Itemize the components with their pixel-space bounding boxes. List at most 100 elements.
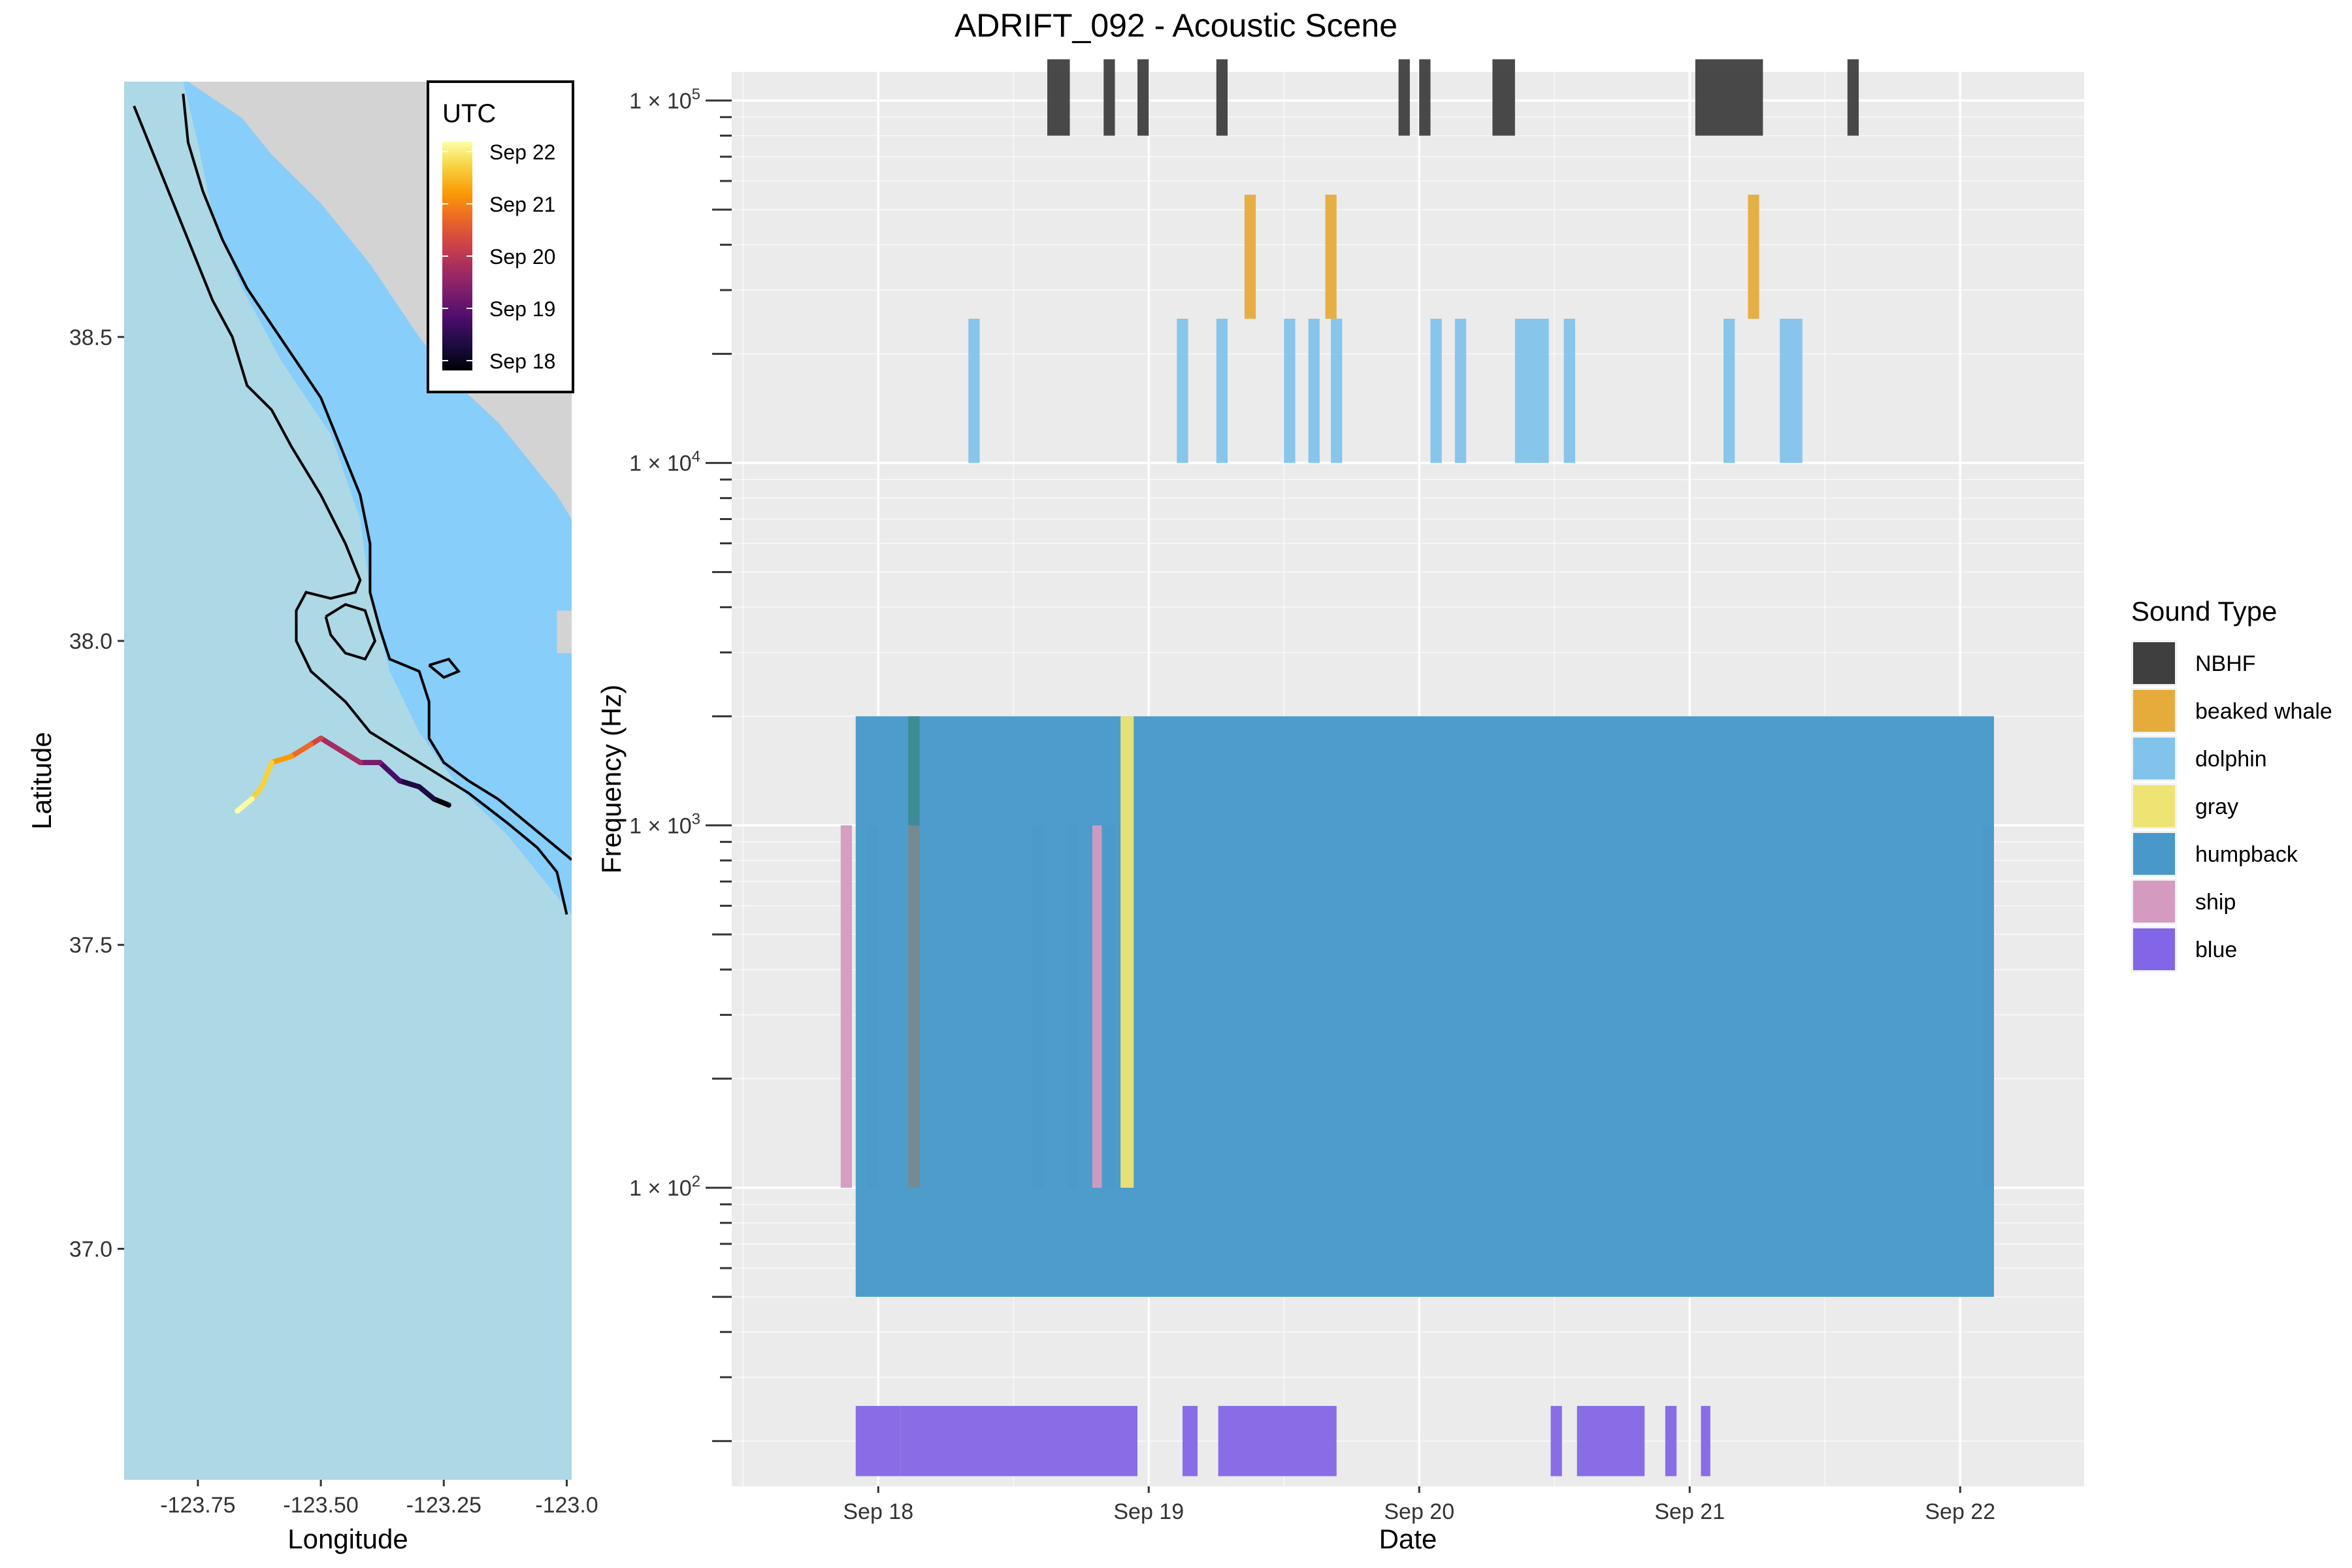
sound-legend-title: Sound Type <box>2131 596 2277 627</box>
y-tick-exponent: 2 <box>692 1173 700 1190</box>
event-NBHF <box>1137 59 1149 136</box>
legend-key-NBHF <box>2133 642 2175 684</box>
y-tick-label: 1 × 104 <box>629 448 700 476</box>
drift-track-segment <box>269 753 294 766</box>
map-y-tick-label: 37.5 <box>69 933 112 958</box>
legend-key-blue <box>2133 928 2175 970</box>
event-blue <box>855 1405 901 1477</box>
event-NBHF <box>1847 59 1859 136</box>
map-y-axis-label: Latitude <box>26 732 57 829</box>
event-blue <box>1550 1405 1562 1477</box>
legend-key-ship <box>2133 881 2175 923</box>
legend-label: gray <box>2195 794 2238 819</box>
acoustic-panel <box>732 59 2084 1486</box>
event-dolphin <box>1780 318 1803 463</box>
utc-legend-title: UTC <box>442 99 496 128</box>
drift-track-segment <box>235 796 255 814</box>
bathymetry-contour <box>324 603 377 661</box>
event-NBHF <box>1398 59 1410 136</box>
x-tick-label: Sep 22 <box>1925 1499 1995 1524</box>
map-y-tick-label: 37.0 <box>69 1237 112 1262</box>
y-tick-label: 1 × 103 <box>629 810 700 838</box>
drift-track-segment <box>259 760 274 790</box>
event-dolphin <box>1308 318 1320 463</box>
drift-track-segment <box>318 735 344 753</box>
drift-track-segment <box>416 784 437 802</box>
drift-track-segment <box>431 796 451 808</box>
event-blue <box>900 1405 1137 1477</box>
y-tick-exponent: 4 <box>692 448 700 466</box>
map-x-tick-label: -123.25 <box>406 1493 482 1518</box>
legend-key-humpback <box>2133 833 2175 875</box>
event-ship <box>840 825 852 1188</box>
legend-label: humpback <box>2195 842 2298 867</box>
x-axis-label: Date <box>1379 1524 1437 1554</box>
x-tick-label: Sep 21 <box>1654 1499 1725 1524</box>
land-patch <box>557 610 572 653</box>
utc-legend-label: Sep 18 <box>489 350 555 373</box>
map-y-tick-label: 38.0 <box>69 629 112 654</box>
legend-label: ship <box>2195 890 2236 915</box>
event-NBHF <box>1216 59 1228 136</box>
event-blue <box>1701 1405 1710 1477</box>
utc-legend-label: Sep 22 <box>489 140 555 164</box>
event-blue <box>1665 1405 1677 1477</box>
legend-label: blue <box>2195 938 2237 962</box>
legend-label: NBHF <box>2195 651 2256 676</box>
x-tick-label: Sep 19 <box>1113 1499 1184 1524</box>
chart-title: ADRIFT_092 - Acoustic Scene <box>954 7 1398 44</box>
map-y-tick-label: 38.5 <box>69 325 112 350</box>
x-tick-label: Sep 18 <box>843 1499 913 1524</box>
event-beaked-whale <box>1244 194 1256 319</box>
drift-track-segment <box>288 742 314 759</box>
event-blue <box>1218 1405 1337 1477</box>
drift-track-segment <box>397 778 422 790</box>
event-beaked-whale <box>1748 194 1759 319</box>
event-NBHF <box>1695 59 1763 136</box>
y-tick-label: 1 × 105 <box>629 86 700 114</box>
utc-legend-label: Sep 19 <box>489 297 555 321</box>
event-blue <box>1576 1405 1645 1477</box>
event-NBHF <box>1103 59 1115 136</box>
y-tick-base: 1 × 10 <box>629 451 691 476</box>
event-dolphin <box>1284 318 1296 463</box>
event-humpback <box>855 716 1994 1297</box>
map-x-tick-label: -123.0 <box>535 1493 598 1518</box>
event-dolphin <box>1454 318 1467 463</box>
map-x-axis-label: Longitude <box>287 1524 408 1554</box>
utc-legend-label: Sep 21 <box>489 193 555 216</box>
event-dolphin <box>1723 318 1735 463</box>
y-tick-base: 1 × 10 <box>629 813 691 838</box>
y-tick-base: 1 × 10 <box>629 89 691 114</box>
x-tick-label: Sep 20 <box>1384 1499 1454 1524</box>
event-dolphin <box>968 318 980 463</box>
event-ship <box>1092 825 1102 1188</box>
event-dolphin <box>1514 318 1549 463</box>
drift-track-segment <box>377 760 402 783</box>
legend-key-dolphin <box>2133 738 2175 779</box>
y-tick-exponent: 5 <box>692 86 700 103</box>
event-dolphin <box>1563 318 1575 463</box>
deep-water <box>124 82 572 1480</box>
event-dolphin <box>1430 318 1442 463</box>
drift-track-segment <box>338 747 363 766</box>
y-tick-exponent: 3 <box>692 810 700 828</box>
event-dolphin <box>1177 318 1188 463</box>
y-axis-label: Frequency (Hz) <box>596 685 627 874</box>
map-x-tick-label: -123.75 <box>160 1493 235 1518</box>
bathymetry-contour <box>133 105 568 915</box>
legend-key-beaked-whale <box>2133 690 2175 732</box>
legend-label: dolphin <box>2195 747 2267 772</box>
bathymetry-contour <box>428 657 461 679</box>
event-NBHF <box>1047 59 1070 136</box>
event-dolphin <box>1331 318 1343 463</box>
y-tick-label: 1 × 102 <box>629 1173 700 1201</box>
event-NBHF <box>1419 59 1431 136</box>
utc-legend-label: Sep 20 <box>489 245 555 269</box>
map-x-tick-label: -123.50 <box>283 1493 358 1518</box>
event-dolphin <box>1216 318 1228 463</box>
event-NBHF <box>1492 59 1515 136</box>
event-beaked-whale <box>1325 194 1337 319</box>
y-tick-base: 1 × 10 <box>629 1176 691 1201</box>
